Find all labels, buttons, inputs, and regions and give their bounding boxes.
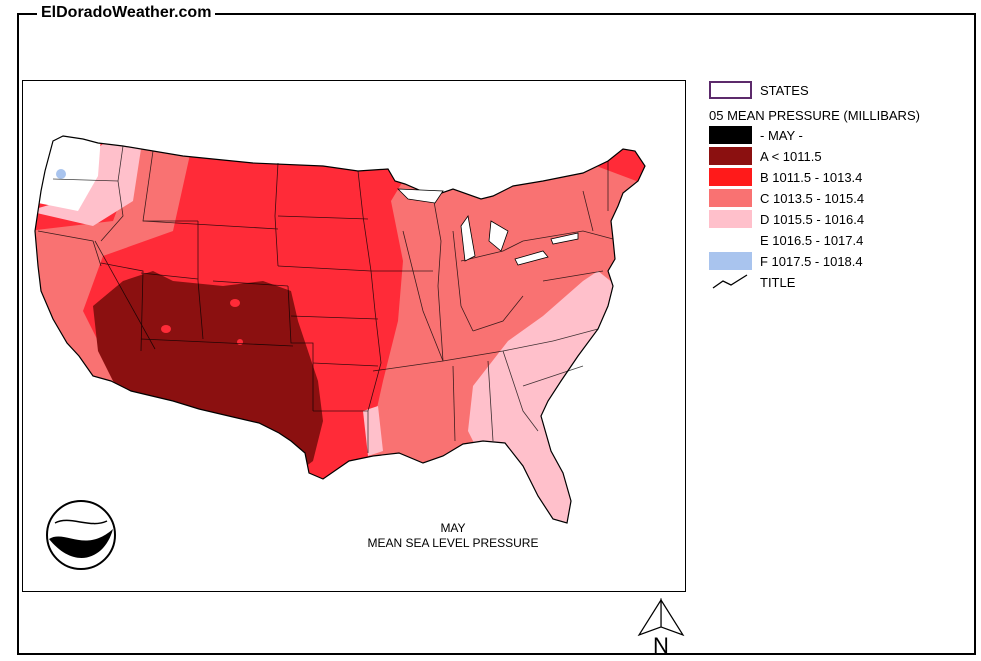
line-symbol-icon [712, 274, 748, 289]
class-label: F 1017.5 - 1018.4 [760, 253, 863, 269]
spot-b-3 [237, 339, 243, 345]
class-label: B 1011.5 - 1013.4 [760, 169, 863, 185]
us-pressure-map [34, 135, 646, 524]
class-swatch [709, 168, 752, 186]
legend-line-row: TITLE [709, 272, 795, 292]
caption-title: MEAN SEA LEVEL PRESSURE [367, 536, 539, 550]
zone-a [93, 271, 323, 476]
legend-class-row: B 1011.5 - 1013.4 [709, 167, 862, 187]
class-swatch [709, 189, 752, 207]
legend-line-label: TITLE [760, 274, 796, 290]
legend-class-row: E 1016.5 - 1017.4 [709, 230, 863, 250]
noaa-logo [46, 500, 116, 570]
class-swatch [709, 231, 752, 249]
great-lakes [396, 188, 579, 266]
class-label: A < 1011.5 [760, 148, 822, 164]
legend-class-row: C 1013.5 - 1015.4 [709, 188, 864, 208]
zone-c-west [35, 141, 193, 401]
class-label: D 1015.5 - 1016.4 [760, 211, 865, 227]
page-frame [17, 13, 976, 655]
site-title[interactable]: ElDoradoWeather.com [37, 4, 216, 22]
caption-month: MAY [440, 521, 466, 535]
legend-title: 05 MEAN PRESSURE (MILLIBARS) [709, 108, 920, 123]
legend-class-row: F 1017.5 - 1018.4 [709, 251, 863, 271]
legend-states-label: STATES [760, 82, 809, 98]
class-swatch [709, 147, 752, 165]
class-label: - MAY - [760, 127, 803, 143]
north-arrow-icon: N [637, 597, 685, 657]
class-label: C 1013.5 - 1015.4 [760, 190, 865, 206]
map-panel: MAY MEAN SEA LEVEL PRESSURE [22, 80, 686, 592]
north-label: N [653, 633, 669, 657]
zone-f [56, 169, 66, 179]
zone-c-east [368, 161, 645, 481]
legend-class-row: - MAY - [709, 125, 803, 145]
class-swatch [709, 126, 752, 144]
legend-class-row: A < 1011.5 [709, 146, 822, 166]
class-label: E 1016.5 - 1017.4 [760, 232, 864, 248]
legend-class-row: D 1015.5 - 1016.4 [709, 209, 864, 229]
class-swatch [709, 210, 752, 228]
spot-b-2 [230, 299, 240, 307]
map-caption: MAY MEAN SEA LEVEL PRESSURE [353, 521, 553, 551]
legend-states-row: STATES [709, 80, 809, 100]
states-swatch [709, 81, 752, 99]
spot-b-1 [161, 325, 171, 333]
class-swatch [709, 252, 752, 270]
us-outline [34, 135, 646, 524]
state-borders [37, 145, 614, 453]
